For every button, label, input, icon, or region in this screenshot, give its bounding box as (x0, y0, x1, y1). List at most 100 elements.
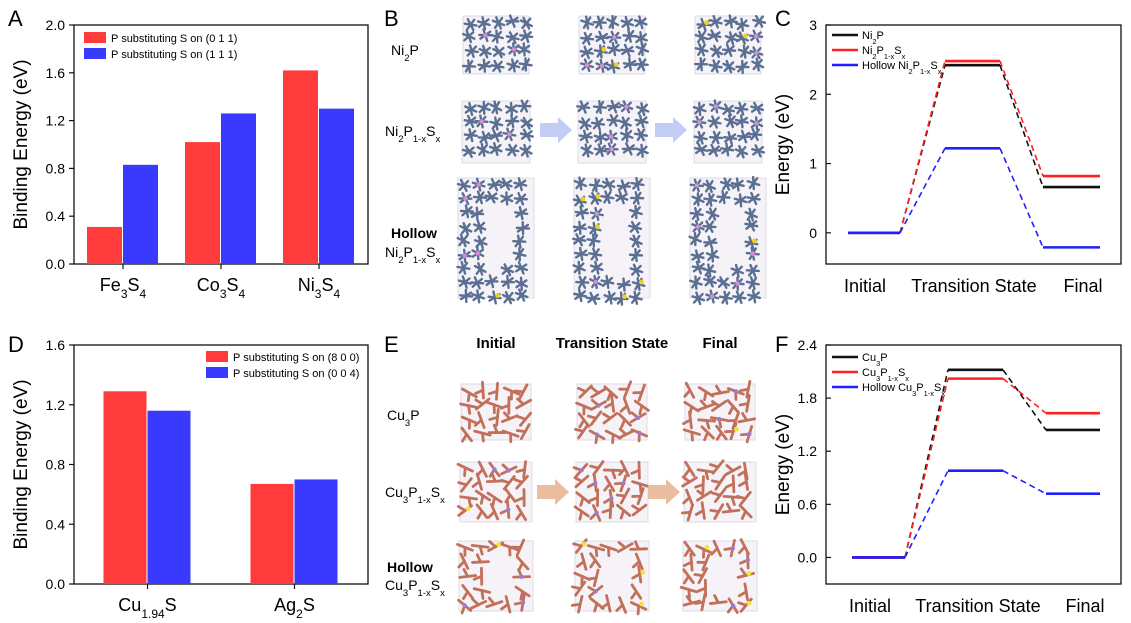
bond (589, 558, 597, 569)
sulfur-atom (746, 600, 752, 606)
bond (465, 129, 477, 141)
x-tick-label-part: 4 (334, 287, 341, 301)
legend-label-part: S (934, 382, 941, 394)
bond (466, 45, 478, 57)
x-tick-label: Cu1.94S (118, 595, 176, 621)
energy-connector (1002, 469, 1047, 495)
phosphorus-atom (475, 251, 481, 256)
row-label-hollow-cu3p-part: Cu (385, 577, 403, 593)
row-label-ni2p-doped: Ni2P1-xSx (385, 123, 440, 145)
bond (630, 468, 641, 475)
row-label-ni2p: Ni2P (391, 42, 419, 64)
legend-label-part: S (898, 367, 905, 379)
x-tick-label-part: Ag (274, 595, 296, 615)
bond (604, 292, 616, 303)
y-tick-label: 2.0 (46, 17, 66, 33)
structure-panel-e: Initial Transition State FinalCu3PCu3P1-xS… (385, 335, 758, 616)
process-arrow (540, 117, 572, 143)
bond (475, 236, 487, 248)
legend-swatch (206, 367, 228, 378)
x-tick-label-part: Ni (298, 275, 315, 295)
bond (464, 116, 477, 127)
bond (590, 248, 600, 261)
row-label-hollow-part: Hollow (387, 559, 433, 575)
bond (737, 469, 748, 477)
bond (574, 427, 585, 433)
bond (694, 103, 706, 115)
phosphorus-atom (750, 251, 755, 256)
bond (631, 291, 641, 304)
bond (488, 179, 501, 190)
phosphorus-atom (599, 63, 605, 69)
phosphorus-atom (505, 507, 511, 512)
bond (503, 291, 514, 304)
bond (708, 31, 721, 41)
bond (479, 494, 485, 505)
phosphorus-atom (483, 32, 488, 38)
bond (478, 143, 488, 156)
bond (632, 178, 643, 190)
bond (578, 275, 587, 289)
row-label-cu3p: Cu3P (387, 407, 420, 429)
row-label-cu3p-part: 3 (405, 418, 410, 429)
bond (691, 208, 702, 220)
bond (697, 43, 707, 56)
bond (741, 412, 749, 422)
row-label-ni2p-part: 2 (404, 53, 409, 64)
bond (696, 489, 706, 498)
row-label-hollow-cu3p-part: 1-x (418, 588, 431, 599)
bond (582, 32, 593, 45)
bond (694, 600, 705, 605)
bond (724, 482, 735, 489)
bond (459, 291, 473, 301)
x-category-label: Transition State (915, 596, 1040, 616)
crystal-structure (682, 380, 757, 444)
bond (636, 145, 648, 157)
bond (632, 191, 642, 205)
bond (695, 131, 706, 144)
bond (711, 45, 722, 58)
bond (488, 415, 499, 421)
legend-label-part: x (905, 374, 909, 383)
x-tick-label-part: 3 (315, 287, 322, 301)
bond (682, 560, 693, 568)
legend-label-part: 3 (876, 374, 880, 383)
legend-label-part: x (941, 389, 945, 398)
phosphorus-atom (730, 545, 735, 551)
bond (607, 101, 621, 112)
phosphorus-atom (463, 196, 468, 201)
y-tick-label: 1.2 (46, 113, 66, 129)
x-tick-label-part: S (303, 595, 315, 615)
phosphorus-atom (593, 589, 598, 594)
bond (638, 404, 644, 415)
phosphorus-atom (511, 47, 517, 52)
bond (594, 546, 599, 558)
bond (580, 47, 593, 58)
bar (103, 391, 147, 584)
bond (699, 399, 708, 409)
bond (724, 16, 737, 27)
x-tick-label-part: S (227, 275, 239, 295)
bond (631, 560, 641, 569)
bond (731, 179, 744, 190)
bond (736, 145, 747, 158)
bond (619, 404, 629, 413)
bond (746, 208, 756, 221)
bond (464, 104, 477, 114)
bond (620, 418, 627, 429)
legend-label: Ni2P1-xSx (862, 45, 906, 61)
bond (691, 276, 701, 289)
plot-frame (825, 344, 1122, 585)
sulfur-atom (734, 426, 739, 432)
bond (696, 30, 706, 44)
bond (603, 190, 612, 204)
panel-letter-d: D (8, 332, 24, 357)
row-label-cu3p-part: Cu (387, 407, 405, 423)
bond (704, 179, 714, 193)
bond (591, 179, 601, 192)
panel-letter-e: E (384, 332, 399, 357)
legend-label-part: Ni (862, 45, 872, 57)
bar (221, 113, 256, 265)
legend-label-part: P (877, 30, 884, 42)
bond (520, 145, 532, 157)
